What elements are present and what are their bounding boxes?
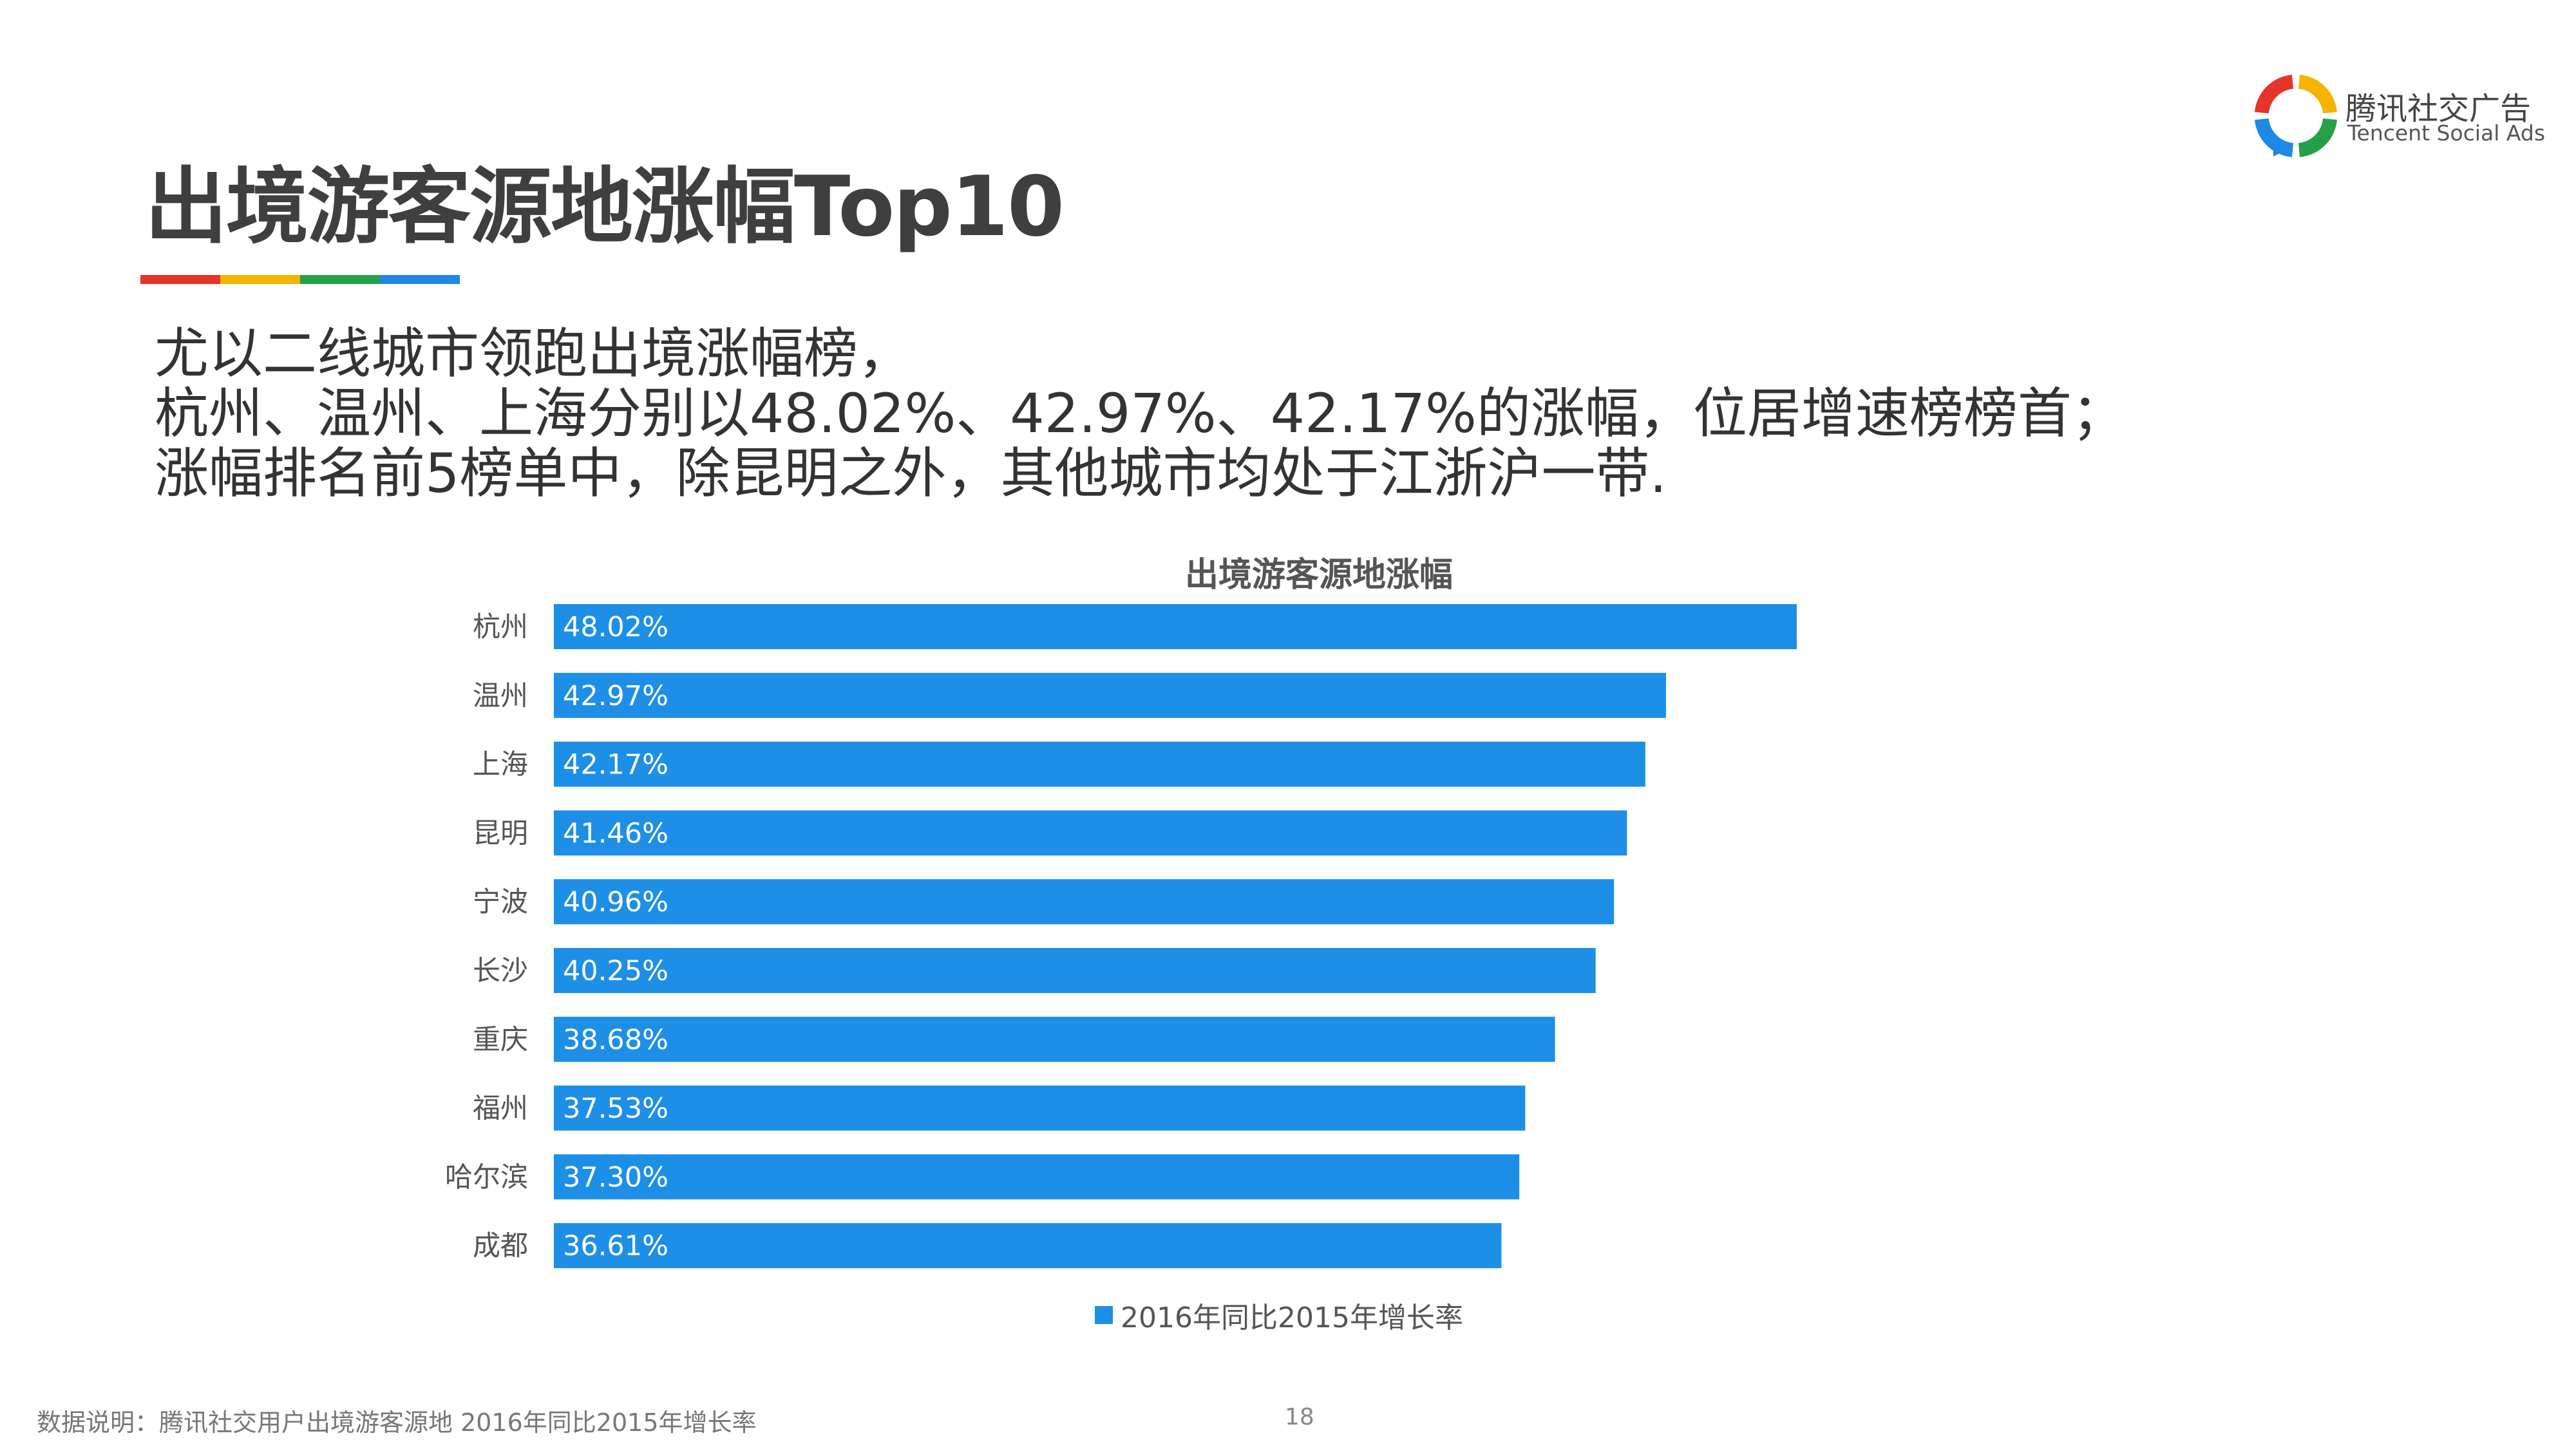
bar-value-label: 41.46% <box>563 817 668 849</box>
bar-value-label: 37.53% <box>563 1093 668 1125</box>
bar <box>554 1223 1502 1269</box>
bar <box>554 1016 1555 1062</box>
description: 尤以二线城市领跑出境涨幅榜， 杭州、温州、上海分别以48.02%、42.97%、… <box>155 324 2126 504</box>
category-label: 福州 <box>473 1093 528 1125</box>
tencent-social-ads-logo-icon <box>2255 75 2337 157</box>
brand-name-en: Tencent Social Ads <box>2347 120 2546 146</box>
title-underline <box>140 275 460 284</box>
bar-chart: 杭州 48.02% 温州 42.97% 上海 42.17% 昆明 41.46% 宁波 40.96%… <box>445 604 1797 1269</box>
category-label: 哈尔滨 <box>445 1161 528 1193</box>
description-line-2: 杭州、温州、上海分别以48.02%、42.97%、42.17%的涨幅，位居增速榜… <box>155 382 2126 445</box>
bar-value-label: 42.17% <box>563 749 668 781</box>
bar-value-label: 48.02% <box>563 611 668 643</box>
category-label: 杭州 <box>473 611 528 643</box>
bar-value-label: 42.97% <box>563 680 668 712</box>
bar <box>554 1154 1520 1200</box>
chart-legend: 2016年同比2015年增长率 <box>1095 1294 1463 1336</box>
bar <box>554 1085 1526 1131</box>
category-label: 昆明 <box>473 817 528 849</box>
title-underline-blue <box>380 275 460 284</box>
bar-value-label: 40.96% <box>563 886 668 918</box>
bar-value-label: 38.68% <box>563 1024 668 1056</box>
legend-label: 2016年同比2015年增长率 <box>1121 1302 1463 1334</box>
title-underline-red <box>140 275 220 284</box>
category-label: 重庆 <box>473 1024 528 1056</box>
brand-name-cn: 腾讯社交广告 <box>2345 91 2532 127</box>
chart-title: 出境游客源地涨幅 <box>1185 556 1454 594</box>
category-label: 宁波 <box>473 886 528 918</box>
category-label: 上海 <box>473 749 528 781</box>
bar <box>554 810 1627 856</box>
bar-value-label: 36.61% <box>563 1230 668 1262</box>
bar <box>554 741 1645 787</box>
bar <box>554 672 1667 718</box>
category-label: 长沙 <box>473 955 528 987</box>
bar-value-label: 40.25% <box>563 955 668 987</box>
brand-logo: 腾讯社交广告 Tencent Social Ads <box>2254 74 2545 158</box>
page-title: 出境游客源地涨幅Top10 <box>145 159 1065 255</box>
page-number: 18 <box>1285 1404 1314 1430</box>
description-line-3: 涨幅排名前5榜单中，除昆明之外，其他城市均处于江浙沪一带. <box>155 442 1667 505</box>
category-label: 温州 <box>473 680 528 712</box>
category-label: 成都 <box>473 1230 528 1262</box>
title-underline-yellow <box>220 275 300 284</box>
title-underline-green <box>300 275 380 284</box>
bar <box>554 948 1596 993</box>
bar <box>554 604 1797 649</box>
bar-value-label: 37.30% <box>563 1161 668 1193</box>
legend-swatch <box>1095 1306 1113 1324</box>
data-footnote: 数据说明：腾讯社交用户出境游客源地 2016年同比2015年增长率 <box>37 1408 757 1437</box>
description-line-1: 尤以二线城市领跑出境涨幅榜， <box>155 322 913 385</box>
bar <box>554 879 1615 925</box>
